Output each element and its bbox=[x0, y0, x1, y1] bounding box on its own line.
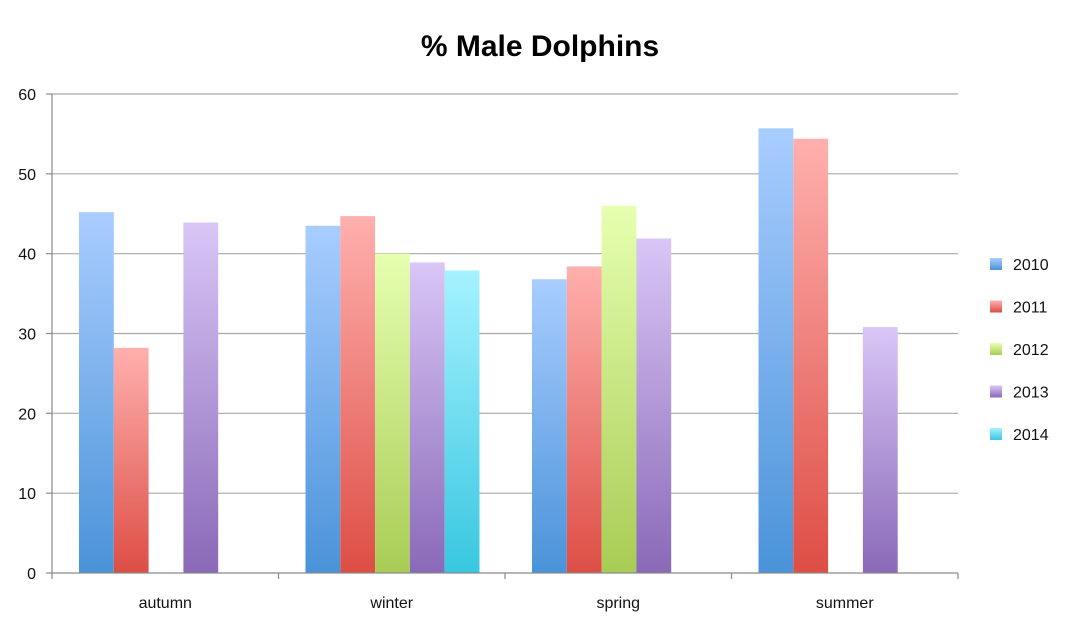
legend-swatch-2013 bbox=[990, 385, 1002, 398]
bar-summer-2011 bbox=[793, 138, 829, 573]
legend-label: 2013 bbox=[1013, 385, 1049, 402]
x-tick-label: autumn bbox=[139, 595, 192, 612]
y-tick-label: 50 bbox=[18, 167, 36, 184]
bar-winter-2011 bbox=[340, 216, 376, 573]
x-tick-label: summer bbox=[816, 595, 874, 612]
legend-label: 2011 bbox=[1013, 300, 1048, 317]
y-tick-label: 0 bbox=[27, 566, 36, 583]
bar-spring-2011 bbox=[566, 266, 602, 573]
bar-autumn-2011 bbox=[113, 347, 149, 573]
x-axis-ticks: autumn winter spring summer bbox=[139, 595, 875, 612]
y-tick-label: 60 bbox=[18, 87, 36, 104]
y-tick-label: 20 bbox=[18, 406, 36, 423]
bar-autumn-2010 bbox=[79, 212, 114, 574]
bar-summer-2010 bbox=[758, 128, 794, 573]
y-tick-label: 30 bbox=[18, 327, 36, 344]
y-tick-label: 40 bbox=[18, 247, 36, 264]
bar-winter-2010 bbox=[305, 225, 341, 573]
legend-swatch-2012 bbox=[990, 343, 1002, 355]
legend-swatch-2014 bbox=[990, 428, 1002, 440]
bar-winter-2013 bbox=[409, 262, 445, 573]
bar-winter-2012 bbox=[375, 253, 410, 573]
chart-title: % Male Dolphins bbox=[421, 30, 659, 63]
x-tick-label: spring bbox=[596, 595, 640, 612]
x-tick-label: winter bbox=[369, 595, 413, 612]
legend-label: 2010 bbox=[1013, 257, 1049, 274]
legend-label: 2014 bbox=[1013, 427, 1049, 444]
legend-label: 2012 bbox=[1013, 342, 1049, 359]
bar-summer-2013 bbox=[862, 327, 898, 573]
bars bbox=[79, 128, 898, 574]
bar-autumn-2013 bbox=[183, 222, 219, 573]
y-axis-ticks: 0 10 20 30 40 50 60 bbox=[18, 87, 36, 583]
bar-winter-2014 bbox=[444, 270, 480, 573]
axes bbox=[46, 93, 959, 579]
legend: 2010 2011 2012 2013 2014 bbox=[990, 257, 1049, 444]
legend-swatch-2011 bbox=[990, 300, 1002, 313]
bar-spring-2012 bbox=[601, 205, 637, 573]
y-tick-label: 10 bbox=[18, 486, 36, 503]
bar-spring-2013 bbox=[636, 238, 672, 573]
legend-swatch-2010 bbox=[990, 258, 1002, 270]
bar-spring-2010 bbox=[532, 279, 567, 573]
